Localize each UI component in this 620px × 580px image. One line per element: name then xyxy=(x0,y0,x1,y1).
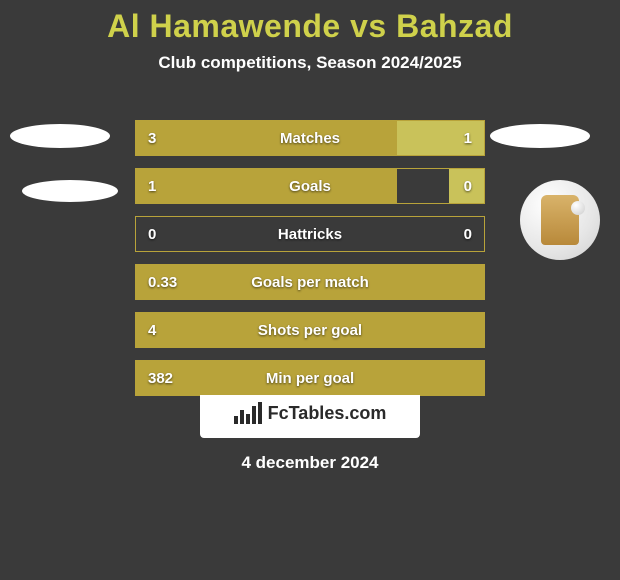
logo-text: FcTables.com xyxy=(268,403,387,424)
stat-label: Hattricks xyxy=(136,226,484,243)
stat-row: 382Min per goal xyxy=(135,360,485,396)
stat-label: Goals xyxy=(136,178,484,195)
subtitle: Club competitions, Season 2024/2025 xyxy=(0,53,620,73)
stat-row: 31Matches xyxy=(135,120,485,156)
stat-label: Min per goal xyxy=(136,370,484,387)
comparison-bar-chart: 31Matches 10Goals 00Hattricks 0.33Goals per… xyxy=(135,120,485,408)
stat-row: 10Goals xyxy=(135,168,485,204)
stat-label: Matches xyxy=(136,130,484,147)
stat-label: Goals per match xyxy=(136,274,484,291)
bar-chart-icon xyxy=(234,402,262,424)
date-label: 4 december 2024 xyxy=(0,453,620,473)
trophy-icon xyxy=(520,180,600,260)
stat-row: 0.33Goals per match xyxy=(135,264,485,300)
decorative-oval xyxy=(22,180,118,202)
fctables-logo: FcTables.com xyxy=(200,388,420,438)
stat-row: 00Hattricks xyxy=(135,216,485,252)
stat-row: 4Shots per goal xyxy=(135,312,485,348)
stat-label: Shots per goal xyxy=(136,322,484,339)
page-title: Al Hamawende vs Bahzad xyxy=(0,0,620,45)
decorative-oval xyxy=(490,124,590,148)
decorative-oval xyxy=(10,124,110,148)
